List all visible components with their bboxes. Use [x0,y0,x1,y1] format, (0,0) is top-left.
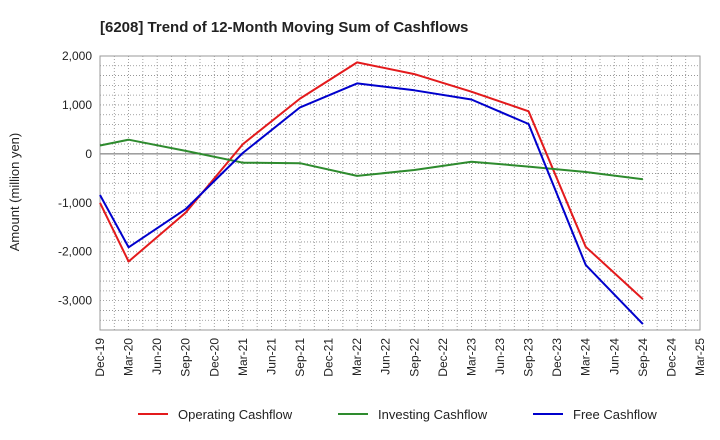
y-tick-labels: 2,000 1,000 0 -1,000 -2,000 -3,000 [58,49,92,308]
x-tick-label: Jun-22 [379,338,393,375]
legend-label-investing-cashflow: Investing Cashflow [378,407,488,422]
x-tick-label: Dec-19 [93,338,107,377]
legend-label-operating-cashflow: Operating Cashflow [178,407,293,422]
x-tick-label: Mar-25 [693,338,707,376]
chart-title: [6208] Trend of 12-Month Moving Sum of C… [100,19,468,36]
x-tick-label: Sep-20 [179,338,193,377]
free-cashflow-line [99,82,644,325]
x-tick-label: Jun-23 [493,338,507,375]
x-tick-label: Dec-23 [550,338,564,377]
y-tick-label: 1,000 [62,98,92,112]
x-tick-labels: Dec-19 Mar-20 Jun-20 Sep-20 Dec-20 Mar-21 Jun-… [93,338,707,377]
x-tick-label: Dec-22 [436,338,450,377]
x-tick-label: Dec-24 [664,338,678,377]
series-lines [99,61,644,325]
x-tick-label: Mar-20 [122,338,136,376]
y-tick-label: -2,000 [58,245,92,259]
legend-label-free-cashflow: Free Cashflow [573,407,657,422]
x-tick-label: Mar-22 [350,338,364,376]
y-tick-label: 0 [85,147,92,161]
x-tick-label: Jun-21 [264,338,278,375]
x-tick-label: Jun-20 [150,338,164,375]
plot-frame [99,55,701,331]
x-tick-label: Mar-23 [464,338,478,376]
operating-cashflow-line [99,61,644,300]
x-tick-label: Dec-20 [207,338,221,377]
x-tick-label: Jun-24 [607,338,621,375]
y-tick-label: -3,000 [58,294,92,308]
x-tick-label: Sep-22 [407,338,421,377]
y-tick-label: -1,000 [58,196,92,210]
x-tick-label: Dec-21 [322,338,336,377]
y-axis-label: Amount (million yen) [7,133,22,252]
x-tick-label: Mar-24 [579,338,593,376]
x-tick-label: Sep-21 [293,338,307,377]
y-tick-label: 2,000 [62,49,92,63]
x-tick-label: Mar-21 [236,338,250,376]
legend: Operating Cashflow Investing Cashflow Free… [138,407,657,422]
x-tick-label: Sep-23 [522,338,536,377]
x-tick-label: Sep-24 [636,338,650,377]
